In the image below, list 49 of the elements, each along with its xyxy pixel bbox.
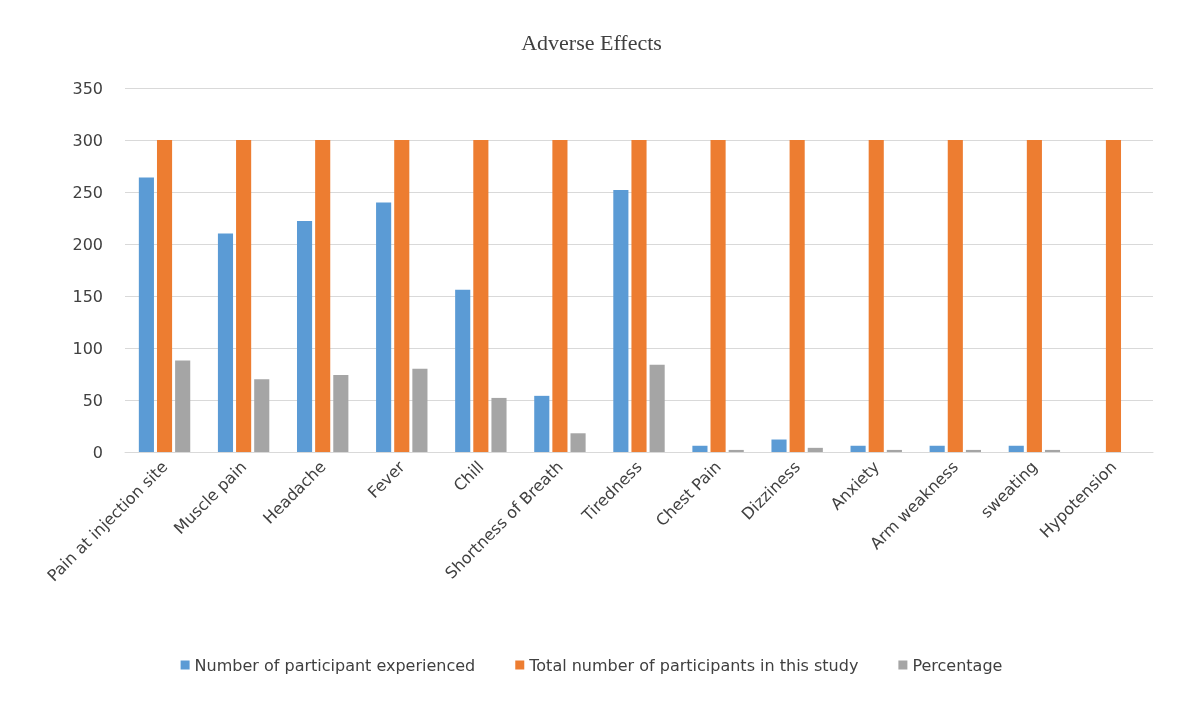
y-tick-label: 250 (72, 182, 103, 202)
bar (217, 233, 234, 452)
bar (692, 445, 708, 452)
y-tick-label: 100 (72, 338, 103, 358)
bar (296, 221, 313, 452)
bar (631, 140, 647, 452)
bar (850, 445, 866, 452)
bar (807, 447, 823, 452)
bar (138, 177, 154, 452)
legend-label: Number of participant experienced (194, 655, 476, 675)
bar (570, 433, 586, 452)
bar (1105, 140, 1122, 452)
bar (473, 140, 489, 452)
bar (886, 449, 902, 452)
bar (771, 439, 787, 452)
y-tick-label: 150 (72, 286, 103, 306)
bar (491, 397, 507, 452)
bar (1008, 445, 1024, 452)
chart-title: Adverse Effects (521, 29, 662, 55)
bar (929, 445, 945, 452)
bar (649, 364, 665, 452)
bar (333, 375, 349, 452)
bar (613, 189, 629, 452)
y-tick-label: 0 (92, 442, 103, 462)
y-tick-label: 200 (72, 234, 103, 254)
legend-label: Total number of participants in this study (528, 655, 859, 675)
legend-label: Percentage (912, 655, 1003, 675)
bar (175, 360, 191, 452)
bar (534, 395, 550, 452)
bar (947, 140, 963, 452)
bar (552, 140, 568, 452)
bar (965, 449, 982, 452)
bar (236, 140, 252, 452)
bar (156, 140, 173, 452)
bar (1026, 140, 1042, 452)
y-tick-label: 50 (82, 390, 103, 410)
bar (728, 449, 744, 452)
y-tick-label: 300 (72, 130, 103, 150)
bar (376, 202, 392, 452)
bar (315, 140, 331, 452)
bar (412, 368, 428, 452)
bar (254, 379, 270, 452)
bar (455, 289, 471, 452)
bar (1044, 449, 1061, 452)
bar (394, 140, 410, 452)
y-tick-label: 350 (72, 78, 103, 98)
bar (710, 140, 726, 452)
bar (789, 140, 805, 452)
bar (868, 140, 884, 452)
